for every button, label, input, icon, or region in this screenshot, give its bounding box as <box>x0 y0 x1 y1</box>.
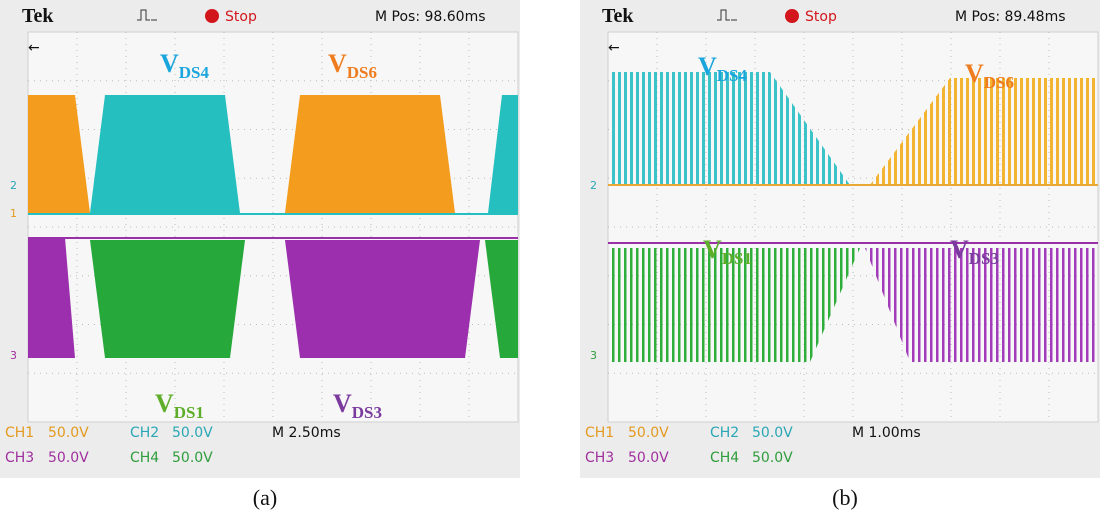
brand: Tek <box>22 5 54 27</box>
channel-setting: 50.0V <box>752 425 793 441</box>
trace-label-sub: DS4 <box>179 63 210 82</box>
channel-setting: CH1 <box>5 425 34 441</box>
channel-setting: CH3 <box>5 450 34 466</box>
caption: (b) <box>832 485 858 510</box>
channel-setting: 50.0V <box>48 425 89 441</box>
arrow: ← <box>608 40 620 56</box>
waveform <box>285 95 455 213</box>
state: Stop <box>225 9 257 25</box>
timebase: M 1.00ms <box>852 425 921 441</box>
channel-setting: CH3 <box>585 450 614 466</box>
trace-label-sub: DS1 <box>174 403 204 422</box>
waveform <box>90 240 245 358</box>
caption: (a) <box>253 485 277 510</box>
timebase: M 2.50ms <box>272 425 341 441</box>
position: M Pos: 98.60ms <box>375 9 486 25</box>
channel-setting: CH2 <box>710 425 739 441</box>
screen <box>28 32 518 422</box>
trace-label-sub: DS3 <box>969 249 999 268</box>
channel-setting: 50.0V <box>172 450 213 466</box>
channel-setting: 50.0V <box>172 425 213 441</box>
channel-marker: 3 <box>10 349 17 362</box>
channel-marker: 1 <box>10 207 17 220</box>
channel-setting: CH4 <box>130 450 159 466</box>
figure: ←TekStopM Pos: 98.60ms213VDS4VDS6VDS1VDS… <box>0 0 1101 519</box>
channel-marker: 2 <box>10 179 17 192</box>
waveform <box>90 95 240 213</box>
channel-setting: CH4 <box>710 450 739 466</box>
trace-label-main: V <box>333 389 352 418</box>
channel-setting: CH1 <box>585 425 614 441</box>
trace-label-sub: DS3 <box>352 403 382 422</box>
trace-label-main: V <box>328 49 347 78</box>
channel-marker: 2 <box>590 179 597 192</box>
trace-label-sub: DS6 <box>347 63 377 82</box>
trace-label-sub: DS4 <box>717 66 748 85</box>
position: M Pos: 89.48ms <box>955 9 1066 25</box>
channel-setting: 50.0V <box>752 450 793 466</box>
trace-label-main: V <box>950 235 969 264</box>
state: Stop <box>805 9 837 25</box>
channel-setting: CH2 <box>130 425 159 441</box>
arrow: ← <box>28 40 40 56</box>
channel-setting: 50.0V <box>628 425 669 441</box>
trace-label-sub: DS6 <box>984 73 1014 92</box>
trace-label-main: V <box>965 59 984 88</box>
stop-dot <box>785 9 799 23</box>
channel-setting: 50.0V <box>628 450 669 466</box>
trace-label-main: V <box>698 52 717 81</box>
waveform <box>285 240 480 358</box>
channel-marker: 3 <box>590 349 597 362</box>
panels: ←TekStopM Pos: 98.60ms213VDS4VDS6VDS1VDS… <box>0 0 1100 510</box>
brand: Tek <box>602 5 634 27</box>
trace-label-sub: DS1 <box>722 249 752 268</box>
channel-setting: 50.0V <box>48 450 89 466</box>
trace-label-main: V <box>160 49 179 78</box>
stop-dot <box>205 9 219 23</box>
page: ←TekStopM Pos: 98.60ms213VDS4VDS6VDS1VDS… <box>0 0 1101 519</box>
trace-label-main: V <box>703 235 722 264</box>
trace-label-main: V <box>155 389 174 418</box>
